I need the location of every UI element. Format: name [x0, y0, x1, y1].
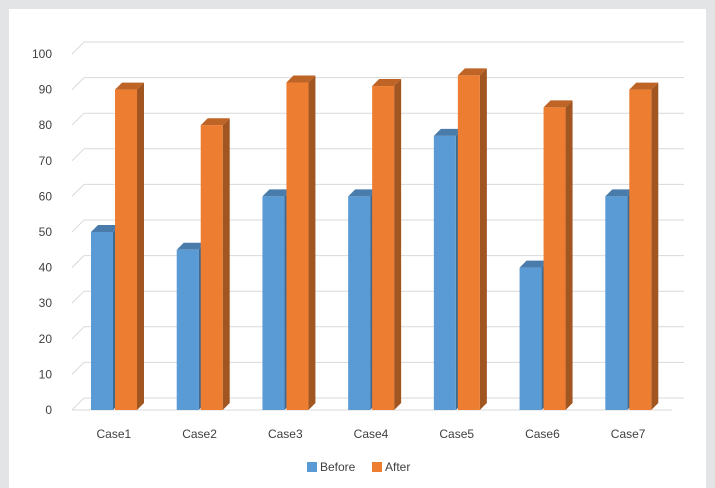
- y-tick-label: 90: [39, 83, 53, 97]
- x-tick-label: Case7: [611, 427, 646, 441]
- legend-label-before: Before: [320, 460, 356, 474]
- bar-front: [543, 107, 566, 411]
- gridline-depth: [71, 290, 85, 304]
- gridline-depth: [71, 184, 85, 197]
- bar-side: [479, 68, 487, 411]
- y-tick-label: 30: [39, 296, 53, 310]
- bar-front: [200, 125, 223, 410]
- y-tick-label: 20: [39, 332, 53, 346]
- gridline-depth: [71, 362, 85, 375]
- bar-top: [372, 79, 402, 87]
- bar-top: [629, 82, 659, 90]
- gridline-depth: [71, 41, 85, 55]
- bar-side: [308, 75, 316, 410]
- y-tick-label: 70: [39, 154, 53, 168]
- legend-label-after: After: [385, 460, 410, 474]
- bar-top: [348, 189, 378, 197]
- bar-side: [651, 82, 659, 410]
- y-tick-label: 60: [39, 189, 53, 203]
- bar-side: [394, 79, 402, 410]
- gridline-depth: [71, 112, 85, 126]
- bar-after-case3: [286, 75, 316, 410]
- bar-top: [457, 68, 487, 76]
- bar-front: [176, 249, 199, 410]
- gridline-depth: [71, 255, 85, 268]
- bar-front: [286, 82, 309, 410]
- y-tick-label: 0: [45, 403, 52, 417]
- y-tick-label: 50: [39, 225, 53, 239]
- legend-swatch-after: [372, 462, 382, 472]
- bar-front: [372, 86, 395, 410]
- bar-front: [605, 196, 628, 410]
- bar-front: [629, 89, 652, 410]
- legend-swatch-before: [307, 462, 317, 472]
- gridline-depth: [71, 77, 85, 90]
- bar-after-case1: [115, 82, 144, 410]
- bar-top: [200, 118, 230, 126]
- bar-top: [519, 260, 549, 268]
- bar-side: [137, 82, 144, 410]
- bar-top: [433, 128, 463, 136]
- y-tick-label: 80: [39, 118, 53, 132]
- bar-front: [457, 75, 480, 411]
- x-tick-label: Case6: [525, 427, 560, 441]
- bar-front: [519, 267, 542, 410]
- bars: [91, 68, 659, 411]
- gridline-depth: [71, 397, 85, 411]
- bar-after-case6: [543, 100, 573, 411]
- bar-top: [176, 242, 206, 250]
- x-tick-label: Case4: [354, 427, 389, 441]
- bar-side: [565, 100, 573, 411]
- bar-side: [222, 118, 230, 410]
- bar-top: [543, 100, 573, 108]
- x-tick-label: Case2: [182, 427, 217, 441]
- x-tick-label: Case5: [439, 427, 474, 441]
- bar-front: [115, 89, 137, 410]
- x-axis-ticks: Case1 Case2 Case3 Case4 Case5 Case6 Case7: [97, 427, 646, 441]
- bar-top: [115, 82, 144, 90]
- bar-top: [91, 225, 120, 232]
- bar-after-case5: [457, 68, 487, 411]
- y-tick-label: 10: [39, 367, 53, 381]
- bar-front: [348, 196, 371, 410]
- bar-front: [433, 135, 456, 410]
- y-axis-ticks: 0 10 20 30 40 50 60 70 80 90 100: [32, 47, 52, 417]
- gridline-depth: [71, 326, 85, 340]
- bar-front: [91, 232, 113, 410]
- bar-after-case7: [629, 82, 659, 410]
- gridline-depth: [71, 219, 85, 233]
- bar-after-case4: [372, 79, 402, 410]
- bar-front: [262, 196, 285, 410]
- gridline-depth: [71, 148, 85, 162]
- bar-top: [286, 75, 316, 83]
- legend: Before After: [307, 460, 410, 474]
- bar-top: [262, 189, 292, 197]
- x-tick-label: Case1: [97, 427, 132, 441]
- bar-after-case2: [200, 118, 230, 410]
- y-tick-label: 40: [39, 261, 53, 275]
- x-tick-label: Case3: [268, 427, 303, 441]
- y-tick-label: 100: [32, 47, 52, 61]
- bar-top: [605, 189, 635, 197]
